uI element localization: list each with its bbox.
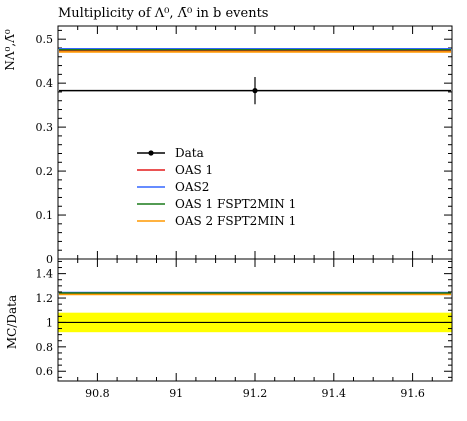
legend-item: Data [137,146,204,160]
legend-item: OAS 1 [137,163,213,177]
y-axis-label-main: NΛ⁰,Λ̄⁰ [3,29,17,70]
chart-title: Multiplicity of Λ⁰, Λ̄⁰ in b events [58,6,268,21]
ratio-y-tick-label: 1.2 [36,292,54,305]
ratio-y-tick-label: 0.6 [36,365,54,378]
y-tick-label: 0.1 [36,209,54,222]
y-axis-label-ratio: MC/Data [5,295,19,349]
x-tick-label: 91.2 [243,387,268,400]
ratio-y-tick-label: 0.8 [36,341,54,354]
ratio-y-tick-label: 1 [46,316,53,329]
x-tick-label: 91 [169,387,183,400]
legend-item: OAS2 [137,180,209,194]
y-tick-label: 0.2 [36,165,54,178]
legend-label: OAS 1 FSPT2MIN 1 [175,197,296,211]
legend-item: OAS 2 FSPT2MIN 1 [137,214,296,228]
legend-label: OAS2 [175,180,209,194]
y-tick-label: 0 [46,253,53,266]
ratio-y-tick-label: 1.4 [36,268,54,281]
y-tick-label: 0.4 [36,77,54,90]
x-tick-label: 91.6 [400,387,425,400]
main-panel: 0 0.1 0.2 0.3 0.4 0.5 Data OAS 1 OAS2 OAS 1 FSPT2… [36,25,453,266]
x-tick-label: 90.8 [85,387,110,400]
legend-label: OAS 1 [175,163,213,177]
y-tick-label: 0.3 [36,121,54,134]
x-tick-label: 91.4 [322,387,347,400]
legend-marker [148,150,154,156]
y-tick-label: 0.5 [36,33,54,46]
legend-label: Data [175,146,204,160]
legend-label: OAS 2 FSPT2MIN 1 [175,214,296,228]
legend-item: OAS 1 FSPT2MIN 1 [137,197,296,211]
data-point [252,88,258,94]
ratio-panel: 0.6 0.8 1 1.2 1.4 90.8 91 91.2 91.4 91.6 [36,258,453,400]
